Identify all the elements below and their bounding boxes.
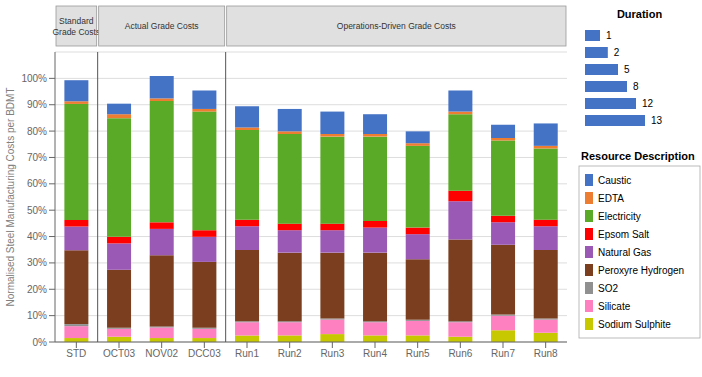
svg-text:70%: 70% [27, 152, 47, 163]
svg-text:NOV02: NOV02 [145, 348, 178, 359]
svg-text:13: 13 [651, 115, 663, 126]
svg-text:STD: STD [66, 348, 86, 359]
svg-text:Epsom Salt: Epsom Salt [598, 229, 649, 240]
svg-text:1: 1 [606, 30, 612, 41]
svg-text:20%: 20% [27, 284, 47, 295]
svg-text:Natural Gas: Natural Gas [598, 247, 651, 258]
svg-text:80%: 80% [27, 126, 47, 137]
svg-text:Electricity: Electricity [598, 211, 641, 222]
svg-text:Silicate: Silicate [598, 301, 631, 312]
svg-text:Grade Costs: Grade Costs [52, 27, 100, 37]
svg-text:Run3: Run3 [320, 348, 344, 359]
svg-text:10%: 10% [27, 310, 47, 321]
svg-text:OCT03: OCT03 [103, 348, 136, 359]
svg-text:2: 2 [614, 47, 620, 58]
svg-text:12: 12 [642, 98, 654, 109]
svg-text:Run5: Run5 [406, 348, 430, 359]
svg-text:5: 5 [624, 64, 630, 75]
svg-text:8: 8 [633, 81, 639, 92]
svg-text:60%: 60% [27, 178, 47, 189]
svg-text:Caustic: Caustic [598, 175, 631, 186]
svg-text:0%: 0% [33, 337, 48, 348]
svg-text:Duration: Duration [617, 8, 663, 20]
svg-text:30%: 30% [27, 257, 47, 268]
svg-text:DCC03: DCC03 [188, 348, 221, 359]
svg-text:EDTA: EDTA [598, 193, 624, 204]
svg-text:Run6: Run6 [448, 348, 472, 359]
svg-text:Run2: Run2 [278, 348, 302, 359]
svg-text:Run8: Run8 [534, 348, 558, 359]
svg-text:Standard: Standard [59, 16, 94, 26]
svg-text:SO2: SO2 [598, 283, 618, 294]
svg-text:Peroxyre Hydrogen: Peroxyre Hydrogen [598, 265, 684, 276]
svg-text:Resource Description: Resource Description [581, 150, 694, 162]
svg-text:Operations-Driven Grade Costs: Operations-Driven Grade Costs [337, 21, 456, 31]
svg-text:Actual Grade Costs: Actual Grade Costs [125, 21, 199, 31]
svg-text:Sodium Sulphite: Sodium Sulphite [598, 319, 671, 330]
svg-text:Run7: Run7 [491, 348, 515, 359]
svg-text:Run4: Run4 [363, 348, 387, 359]
svg-text:90%: 90% [27, 99, 47, 110]
svg-text:Normalised Steel Manufacturing: Normalised Steel Manufacturing Costs per… [8, 88, 16, 307]
svg-text:Run1: Run1 [235, 348, 259, 359]
svg-text:100%: 100% [21, 73, 47, 84]
svg-text:40%: 40% [27, 231, 47, 242]
svg-text:50%: 50% [27, 205, 47, 216]
